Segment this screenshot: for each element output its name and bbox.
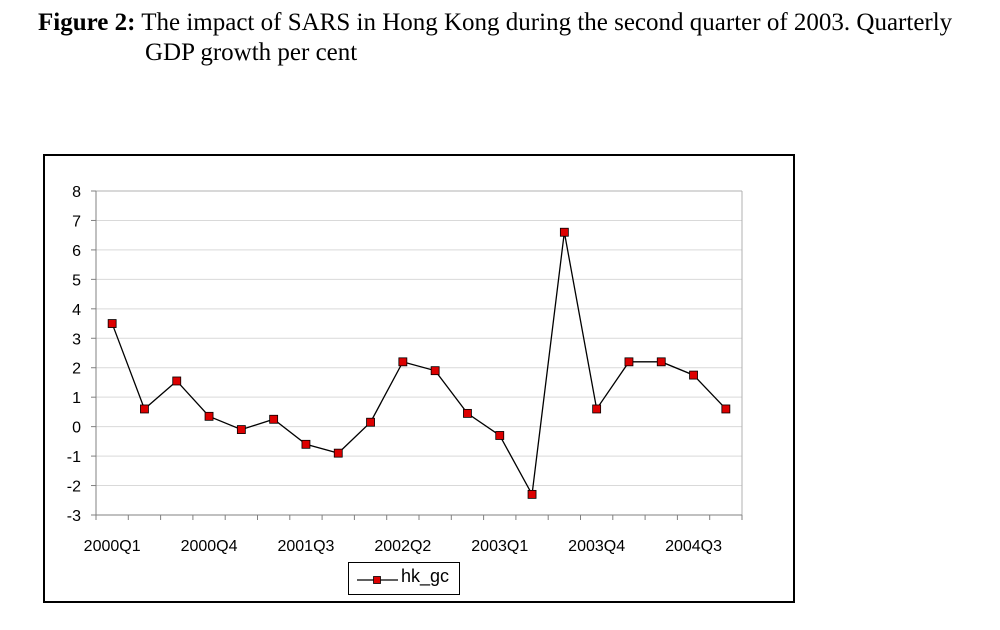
data-point bbox=[559, 227, 569, 237]
y-tick-label: 3 bbox=[72, 331, 81, 348]
legend-label: hk_gc bbox=[401, 566, 450, 586]
caption-text-1: The impact of SARS in Hong Kong during t… bbox=[135, 9, 953, 36]
data-point bbox=[301, 439, 311, 449]
y-tick-label: -1 bbox=[67, 449, 81, 466]
data-point bbox=[204, 411, 214, 421]
series-line bbox=[111, 232, 727, 497]
data-point bbox=[398, 357, 408, 367]
data-point bbox=[269, 414, 279, 424]
data-point bbox=[495, 431, 505, 440]
data-point bbox=[624, 357, 634, 367]
data-point bbox=[140, 404, 149, 414]
data-point bbox=[656, 357, 666, 367]
x-tick-label: 2003Q1 bbox=[471, 538, 528, 555]
data-point bbox=[172, 376, 182, 386]
chart-frame bbox=[43, 154, 795, 603]
x-tick-label: 2004Q3 bbox=[665, 538, 722, 555]
figure-label: Figure 2: bbox=[38, 9, 136, 36]
x-tick-label: 2002Q2 bbox=[374, 538, 431, 555]
y-tick-label: -2 bbox=[67, 479, 81, 496]
y-tick-label: 1 bbox=[72, 390, 81, 407]
data-point bbox=[527, 489, 537, 499]
y-tick-label: -3 bbox=[67, 508, 81, 525]
y-tick-label: 7 bbox=[72, 213, 81, 230]
data-point bbox=[430, 366, 440, 376]
y-tick-label: 5 bbox=[72, 272, 81, 289]
y-tick-label: 6 bbox=[72, 243, 81, 260]
data-point bbox=[721, 404, 731, 414]
legend bbox=[348, 562, 460, 595]
caption-text-2: GDP growth per cent bbox=[145, 39, 358, 66]
data-point bbox=[236, 425, 246, 434]
x-tick-label: 2003Q4 bbox=[568, 538, 625, 555]
x-tick-label: 2001Q3 bbox=[277, 538, 334, 555]
data-point bbox=[333, 448, 343, 458]
x-tick-label: 2000Q1 bbox=[84, 538, 141, 555]
data-point bbox=[689, 370, 698, 380]
data-point bbox=[463, 408, 472, 418]
data-point bbox=[592, 404, 602, 414]
data-point bbox=[366, 417, 375, 427]
data-point bbox=[107, 319, 117, 328]
figure-caption: Figure 2: The impact of SARS in Hong Kon… bbox=[38, 8, 993, 68]
y-tick-label: 2 bbox=[72, 361, 81, 378]
caption-line-1: Figure 2: The impact of SARS in Hong Kon… bbox=[38, 8, 993, 38]
x-tick-label: 2000Q4 bbox=[181, 538, 238, 555]
y-tick-label: 8 bbox=[72, 184, 81, 201]
y-tick-label: 4 bbox=[72, 302, 81, 319]
y-tick-label: 0 bbox=[72, 420, 81, 437]
